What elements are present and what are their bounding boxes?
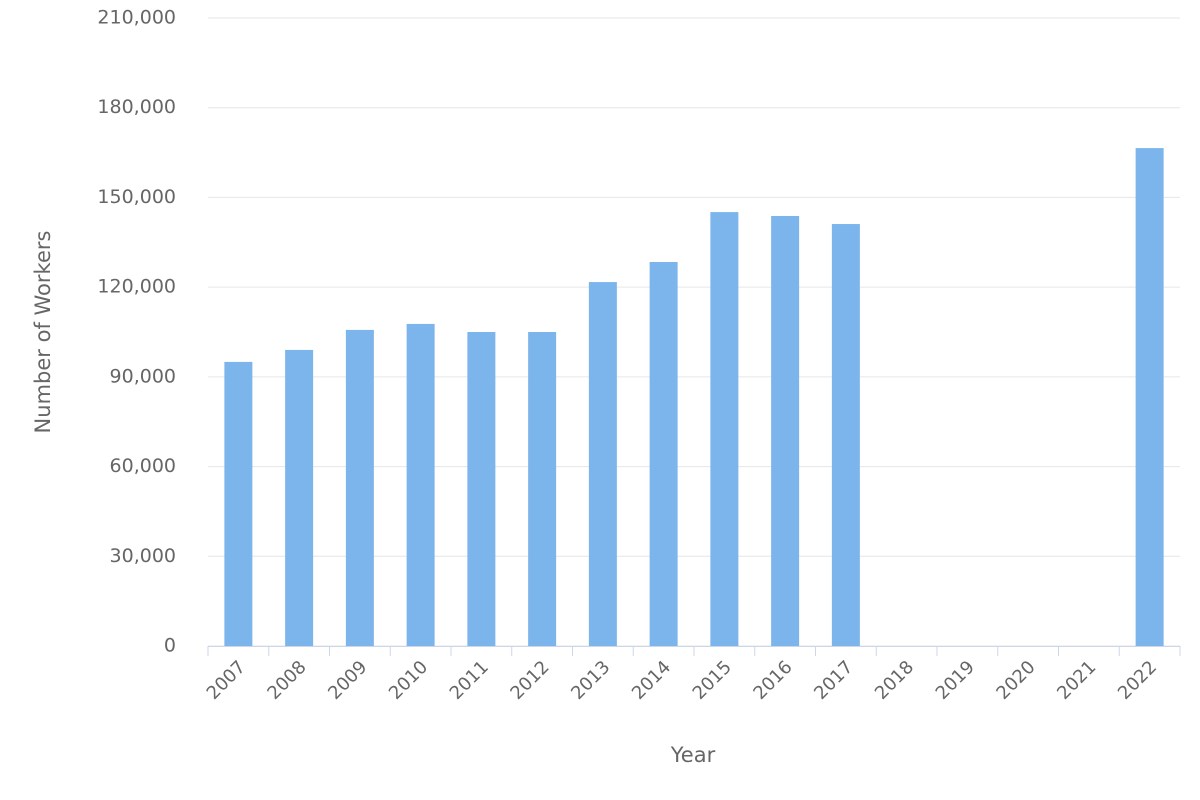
x-tick-label: 2010 bbox=[385, 657, 432, 704]
bar bbox=[406, 323, 435, 646]
bar bbox=[345, 329, 374, 646]
y-tick-label: 90,000 bbox=[110, 365, 176, 387]
y-tick-label: 180,000 bbox=[97, 96, 176, 118]
x-tick-label: 2013 bbox=[567, 657, 614, 704]
x-tick-label: 2020 bbox=[992, 657, 1039, 704]
bar bbox=[1135, 148, 1164, 647]
bar bbox=[588, 282, 617, 646]
y-tick-label: 0 bbox=[164, 635, 176, 657]
y-axis-title: Number of Workers bbox=[31, 231, 55, 434]
bar bbox=[831, 224, 860, 646]
x-tick-label: 2007 bbox=[203, 657, 250, 704]
x-tick-label: 2022 bbox=[1114, 657, 1161, 704]
y-tick-label: 120,000 bbox=[97, 276, 176, 298]
x-tick-label: 2012 bbox=[506, 657, 553, 704]
bar bbox=[467, 332, 496, 646]
y-tick-label: 30,000 bbox=[110, 545, 176, 567]
y-tick-label: 150,000 bbox=[97, 186, 176, 208]
bar bbox=[224, 361, 253, 646]
y-tick-label: 210,000 bbox=[97, 7, 176, 29]
bar bbox=[285, 349, 314, 646]
bar bbox=[528, 332, 557, 646]
x-tick-label: 2016 bbox=[749, 657, 796, 704]
bar bbox=[771, 215, 800, 646]
y-tick-label: 60,000 bbox=[110, 455, 176, 477]
x-axis-title: Year bbox=[670, 743, 716, 767]
x-tick-label: 2011 bbox=[446, 657, 493, 704]
x-tick-label: 2017 bbox=[810, 657, 857, 704]
bar bbox=[649, 262, 678, 646]
bar bbox=[710, 212, 739, 646]
x-tick-label: 2015 bbox=[689, 657, 736, 704]
x-tick-label: 2009 bbox=[324, 657, 371, 704]
x-tick-label: 2018 bbox=[871, 657, 918, 704]
x-tick-label: 2021 bbox=[1053, 657, 1100, 704]
x-tick-label: 2019 bbox=[932, 657, 979, 704]
x-tick-label: 2014 bbox=[628, 657, 675, 704]
x-tick-label: 2008 bbox=[263, 657, 310, 704]
